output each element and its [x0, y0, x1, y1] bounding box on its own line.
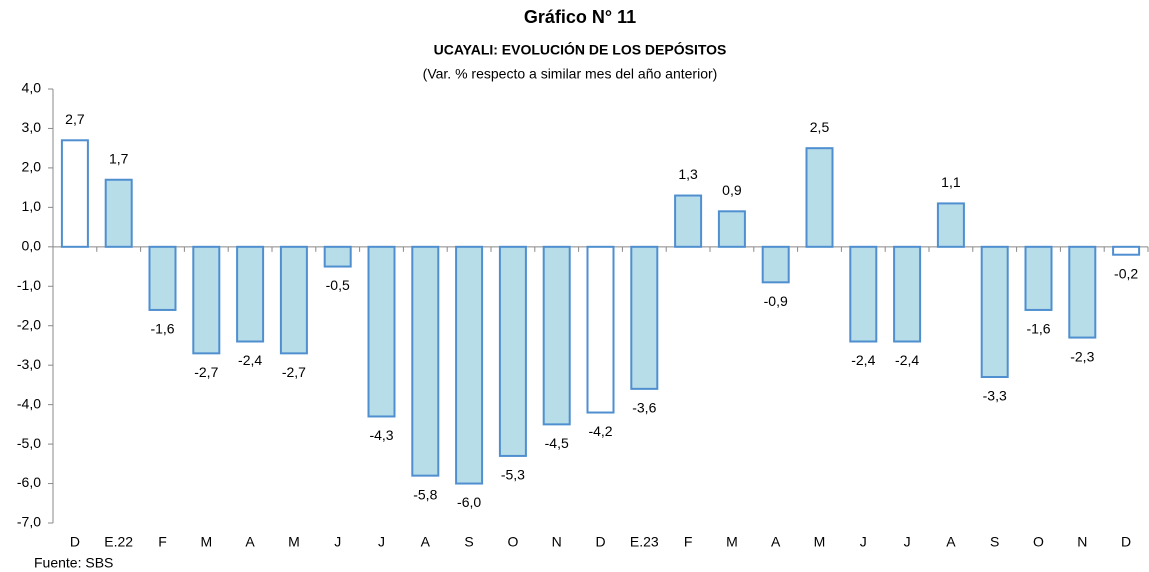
bar: [1068, 245, 1097, 339]
bar: [104, 178, 133, 248]
x-tick-label: J: [860, 534, 867, 550]
x-tick-label: A: [771, 534, 781, 550]
bar: [60, 139, 89, 248]
y-tick-label: -6,0: [17, 474, 41, 490]
value-label: -5,8: [413, 486, 437, 502]
x-tick-label: S: [464, 534, 473, 550]
value-label: 1,3: [678, 166, 698, 182]
value-label: -3,6: [632, 400, 656, 416]
x-tick-label: A: [245, 534, 255, 550]
y-tick-label: -2,0: [17, 316, 41, 332]
chart-title: Gráfico N° 11: [524, 7, 636, 27]
x-tick-label: N: [1077, 534, 1087, 550]
x-tick-label: M: [726, 534, 738, 550]
bar: [936, 202, 965, 248]
bar: [761, 245, 790, 284]
y-tick-label: -3,0: [17, 356, 41, 372]
chart-subtitle: UCAYALI: EVOLUCIÓN DE LOS DEPÓSITOS: [434, 41, 727, 58]
value-label: 1,7: [109, 150, 129, 166]
value-label: -0,2: [1114, 265, 1138, 281]
bar: [849, 245, 878, 343]
bar: [498, 245, 527, 457]
y-tick-label: -4,0: [17, 395, 41, 411]
value-label: -4,5: [545, 435, 569, 451]
bar: [411, 245, 440, 477]
bar: [455, 245, 484, 485]
x-tick-label: E.23: [630, 534, 659, 550]
bar: [630, 245, 659, 390]
x-tick-label: D: [1121, 534, 1131, 550]
bar: [236, 245, 265, 343]
x-tick-label: S: [990, 534, 999, 550]
bar: [279, 245, 308, 355]
y-tick-label: -7,0: [17, 514, 41, 530]
x-tick-label: J: [334, 534, 341, 550]
value-label: -2,4: [851, 352, 875, 368]
value-label: -3,3: [983, 388, 1007, 404]
value-label: -2,7: [194, 364, 218, 380]
value-label: -4,3: [369, 427, 393, 443]
value-label: -5,3: [501, 467, 525, 483]
bar: [323, 245, 352, 268]
value-label: 1,1: [941, 174, 961, 190]
y-tick-label: -5,0: [17, 435, 41, 451]
y-tick-label: 3,0: [22, 119, 42, 135]
y-tick-label: 4,0: [22, 80, 42, 96]
bar: [586, 245, 615, 414]
x-tick-label: F: [684, 534, 693, 550]
value-label: -6,0: [457, 494, 481, 510]
value-label: -4,2: [588, 423, 612, 439]
value-label: -2,3: [1070, 348, 1094, 364]
bar: [1112, 245, 1141, 256]
value-label: -0,9: [764, 293, 788, 309]
x-tick-label: N: [552, 534, 562, 550]
value-label: -2,4: [238, 352, 262, 368]
value-label: -0,5: [326, 277, 350, 293]
bar: [893, 245, 922, 343]
x-tick-label: A: [421, 534, 431, 550]
value-label: 2,7: [65, 111, 85, 127]
source: Fuente: SBS: [34, 555, 113, 571]
x-tick-label: M: [200, 534, 212, 550]
x-tick-label: D: [595, 534, 605, 550]
value-label: -2,7: [282, 364, 306, 380]
bar: [148, 245, 177, 311]
bar: [1024, 245, 1053, 311]
y-tick-label: 0,0: [22, 238, 42, 254]
bar: [192, 245, 221, 355]
bar: [980, 245, 1009, 379]
x-tick-label: M: [288, 534, 300, 550]
x-tick-label: D: [70, 534, 80, 550]
bar: [805, 147, 834, 248]
x-tick-label: E.22: [104, 534, 133, 550]
bar: [367, 245, 396, 418]
value-label: -1,6: [150, 321, 174, 337]
y-tick-label: 2,0: [22, 159, 42, 175]
x-tick-label: O: [1033, 534, 1044, 550]
bar: [674, 194, 703, 248]
value-label: -2,4: [895, 352, 919, 368]
value-label: 0,9: [722, 182, 742, 198]
x-tick-label: M: [814, 534, 826, 550]
y-tick-label: 1,0: [22, 198, 42, 214]
y-tick-label: -1,0: [17, 277, 41, 293]
x-tick-label: A: [946, 534, 956, 550]
value-label: 2,5: [810, 119, 830, 135]
x-tick-label: J: [378, 534, 385, 550]
value-label: -1,6: [1026, 321, 1050, 337]
bar: [717, 210, 746, 248]
chart-note: (Var. % respecto a similar mes del año a…: [423, 66, 718, 82]
x-tick-label: O: [507, 534, 518, 550]
bar: [542, 245, 571, 426]
x-tick-label: F: [158, 534, 167, 550]
x-tick-label: J: [904, 534, 911, 550]
